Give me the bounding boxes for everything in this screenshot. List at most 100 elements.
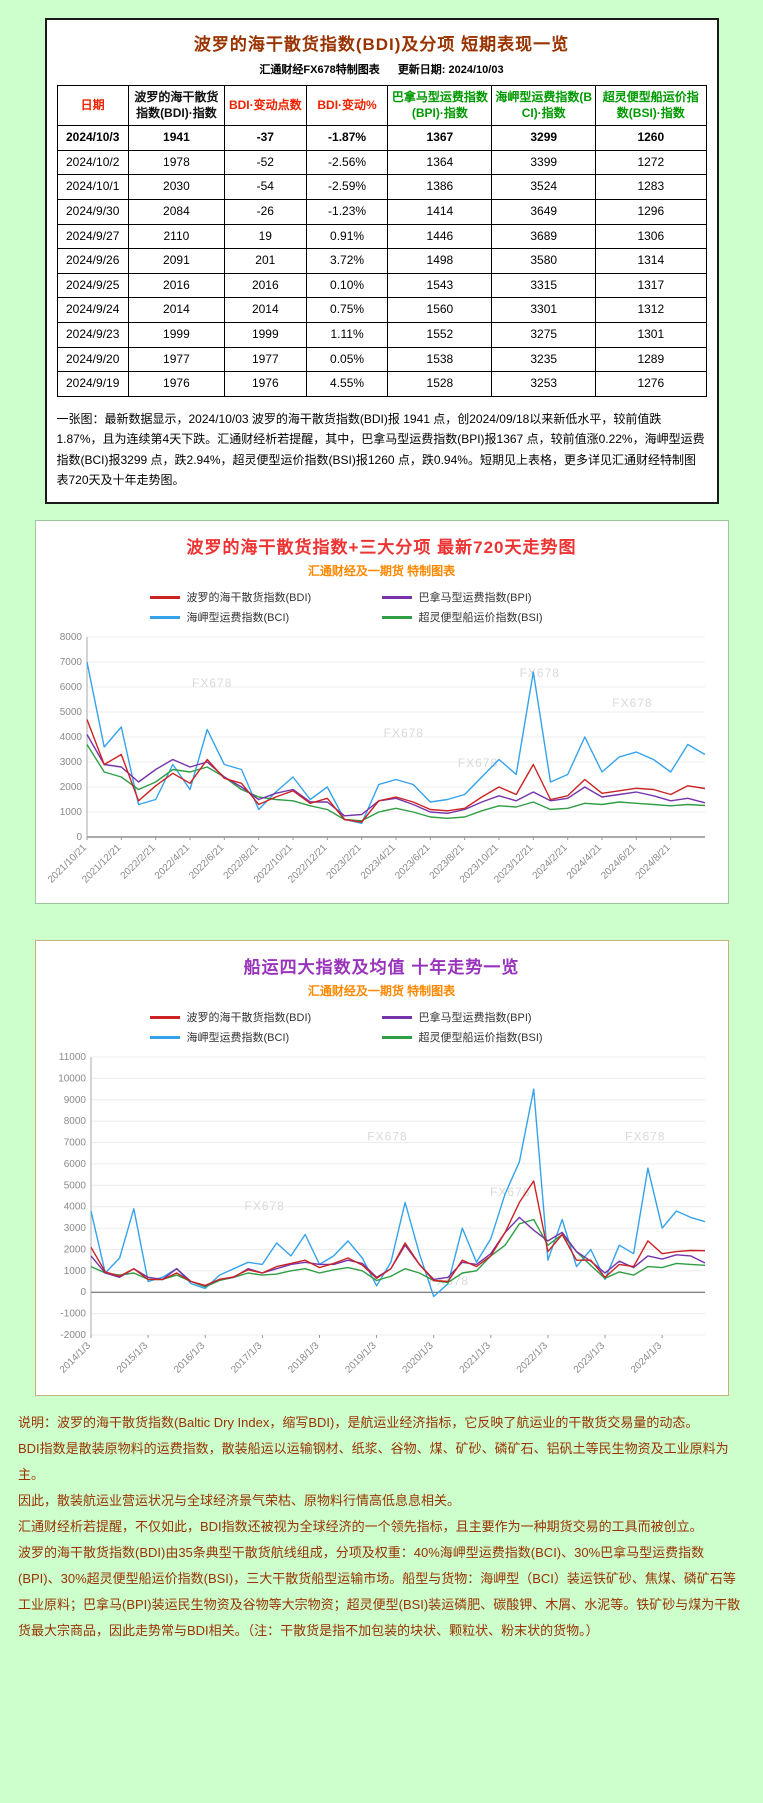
chart-720d-legend: 波罗的海干散货指数(BDI) 巴拿马型运费指数(BPI) 海岬型运费指数(BCI) 超… [42, 587, 722, 627]
y-tick-label: 8000 [59, 632, 82, 643]
chart-10y-legend: 波罗的海干散货指数(BDI) 巴拿马型运费指数(BPI) 海岬型运费指数(BCI) 超… [42, 1007, 722, 1047]
table-cell: -54 [223, 174, 307, 200]
table-cell: 0.05% [305, 346, 389, 373]
table-cell: 1364 [387, 149, 493, 176]
y-tick-label: 4000 [63, 1202, 86, 1213]
table-header-cell: BDI·变动% [305, 84, 389, 127]
x-tick-label: 2016/1/3 [172, 1340, 208, 1376]
table-cell: 1978 [127, 149, 225, 176]
table-cell: 1543 [387, 272, 493, 299]
table-cell: 1.11% [305, 321, 389, 348]
table-cell: 2016 [127, 272, 225, 299]
legend-swatch-BDI [149, 1015, 180, 1019]
table-row: 2024/9/30 2084 -26 -1.23% 1414 3649 1296 [56, 198, 707, 225]
table-cell: 0.91% [305, 223, 389, 250]
table-note: 一张图：最新数据显示，2024/10/03 波罗的海干散货指数(BDI)报 19… [56, 411, 705, 487]
x-tick-label: 2023/1/3 [571, 1340, 607, 1376]
y-tick-label: 7000 [63, 1138, 86, 1149]
legend-label-BPI: 巴拿马型运费指数(BPI) [418, 1012, 532, 1025]
table-row: 2024/9/23 1999 1999 1.11% 1552 3275 1301 [56, 321, 707, 348]
legend-label-BSI: 超灵便型船运价指数(BSI) [418, 1032, 543, 1045]
table-cell: 1528 [387, 371, 493, 397]
x-tick-label: 2024/4/21 [564, 842, 604, 882]
chart-720d-subtitle: 汇通财经及一期货 特制图表 [307, 564, 456, 579]
table-cell: -26 [223, 198, 307, 225]
footer-line: 波罗的海干散货指数(BDI)由35条典型干散货航线组成，分项及权重：40%海岬型… [18, 1545, 741, 1639]
table-cell: 19 [223, 223, 307, 250]
y-tick-label: 0 [80, 1288, 86, 1299]
table-cell: 1941 [127, 125, 225, 151]
y-tick-label: 1000 [59, 807, 82, 818]
table-cell: 2091 [127, 248, 225, 274]
legend-swatch-BDI [149, 595, 180, 599]
y-tick-label: 6000 [59, 682, 82, 693]
table-cell: -2.56% [305, 149, 389, 176]
table-cell: 2024/9/26 [56, 248, 129, 274]
table-cell: 3235 [491, 346, 597, 373]
legend-item-BDI: 波罗的海干散货指数(BDI) [149, 589, 382, 605]
footer-line: BDI指数是散装原物料的运费指数，散装船运以运输钢材、纸浆、谷物、煤、矿砂、磷矿… [18, 1441, 729, 1483]
table-cell: 2014 [223, 297, 307, 323]
table-cell: 2110 [127, 223, 225, 250]
table-row: 2024/9/20 1977 1977 0.05% 1538 3235 1289 [56, 346, 707, 373]
table-cell: 1386 [387, 174, 493, 200]
table-cell: 3301 [491, 297, 597, 323]
table-cell: 2024/9/20 [56, 346, 129, 373]
legend-item-BSI: 超灵便型船运价指数(BSI) [381, 1029, 614, 1045]
table-header-cell: 巴拿马型运费指数(BPI)·指数 [387, 84, 493, 127]
series-line-BCI [89, 1088, 705, 1298]
table-cell: 2016 [223, 272, 307, 299]
table-cell: 1306 [595, 223, 707, 250]
table-cell: 1976 [223, 371, 307, 397]
table-cell: 2024/10/1 [56, 174, 129, 200]
table-cell: 2024/9/19 [56, 371, 129, 397]
y-tick-label: 5000 [59, 707, 82, 718]
table-cell: 0.10% [305, 272, 389, 299]
y-tick-label: 4000 [59, 732, 82, 743]
chart-10y-title: 船运四大指数及均值 十年走势一览 [243, 958, 520, 978]
y-tick-label: 11000 [58, 1052, 86, 1063]
series-line-BDI [85, 719, 705, 823]
table-cell: 1312 [595, 297, 707, 323]
table-cell: -1.87% [305, 125, 389, 151]
legend-item-BSI: 超灵便型船运价指数(BSI) [381, 609, 614, 625]
y-tick-label: 2000 [63, 1245, 86, 1256]
chart-720d-title: 波罗的海干散货指数+三大分项 最新720天走势图 [186, 538, 577, 558]
table-cell: 1976 [127, 371, 225, 397]
table-subtitle: 汇通财经FX678特制图表 更新日期: 2024/10/03 [57, 61, 707, 77]
chart-10y-plot: -2000 -1000 0 1000 2000 3000 4000 5000 6000 7000 8… [57, 1052, 705, 1376]
y-tick-label: 3000 [63, 1223, 86, 1234]
table-row: 2024/10/3 1941 -37 -1.87% 1367 3299 1260 [56, 125, 707, 151]
table-row: 2024/9/19 1976 1976 4.55% 1528 3253 1276 [56, 371, 707, 397]
legend-swatch-BPI [381, 1015, 412, 1019]
watermark-text: FX678 [367, 1130, 407, 1144]
table-cell: 0.75% [305, 297, 389, 323]
table-cell: 1446 [387, 223, 493, 250]
table-cell: 2024/10/2 [56, 149, 129, 176]
table-row: 2024/9/24 2014 2014 0.75% 1560 3301 1312 [56, 297, 707, 323]
table-cell: 2084 [127, 198, 225, 225]
table-cell: 1272 [595, 149, 707, 176]
table-row: 2024/9/26 2091 201 3.72% 1498 3580 1314 [56, 248, 707, 274]
x-tick-label: 2014/1/3 [57, 1340, 93, 1376]
y-tick-label: 7000 [59, 657, 82, 668]
bdi-table-body: 2024/10/3 1941 -37 -1.87% 1367 3299 1260 2024/1… [56, 125, 707, 397]
table-cell: 3315 [491, 272, 597, 299]
series-line-BPI [85, 734, 705, 817]
legend-swatch-BCI [149, 1035, 180, 1039]
legend-item-BDI: 波罗的海干散货指数(BDI) [149, 1009, 382, 1025]
legend-label-BSI: 超灵便型船运价指数(BSI) [418, 612, 543, 625]
y-tick-label: 3000 [59, 757, 82, 768]
x-tick-label: 2023/2/21 [324, 842, 364, 882]
description-text: 说明：波罗的海干散货指数(Baltic Dry Index，缩写BDI)，是航运… [18, 1410, 745, 1644]
x-tick-label: 2024/8/21 [633, 842, 673, 882]
table-row: 2024/10/2 1978 -52 -2.56% 1364 3399 1272 [56, 149, 707, 176]
table-cell: 1498 [387, 248, 493, 274]
x-tick-label: 2015/1/3 [114, 1340, 150, 1376]
legend-label-BDI: 波罗的海干散货指数(BDI) [186, 1012, 312, 1025]
table-cell: 1552 [387, 321, 493, 348]
table-update-date: 更新日期: 2024/10/03 [397, 64, 504, 76]
legend-item-BCI: 海岬型运费指数(BCI) [149, 1029, 382, 1045]
x-tick-label: 2023/6/21 [393, 842, 433, 882]
table-cell: -1.23% [305, 198, 389, 225]
